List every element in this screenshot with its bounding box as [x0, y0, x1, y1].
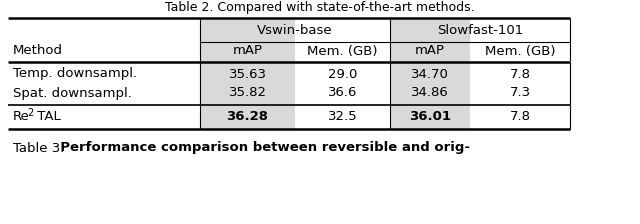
Text: 7.8: 7.8 — [509, 67, 531, 80]
Text: Re: Re — [13, 110, 29, 123]
Text: 36.6: 36.6 — [328, 86, 357, 99]
Text: Method: Method — [13, 45, 63, 58]
Text: 7.8: 7.8 — [509, 110, 531, 123]
Text: 35.82: 35.82 — [228, 86, 266, 99]
Text: Performance comparison between reversible and orig-: Performance comparison between reversibl… — [51, 142, 470, 155]
Text: Mem. (GB): Mem. (GB) — [307, 45, 378, 58]
Text: 29.0: 29.0 — [328, 67, 357, 80]
Text: Table 2. Compared with state-of-the-art methods.: Table 2. Compared with state-of-the-art … — [165, 0, 475, 13]
Bar — [390, 18, 470, 129]
Text: 34.70: 34.70 — [411, 67, 449, 80]
Bar — [200, 18, 295, 129]
Text: Temp. downsampl.: Temp. downsampl. — [13, 67, 137, 80]
Text: Table 3.: Table 3. — [13, 142, 65, 155]
Text: TAL: TAL — [33, 110, 61, 123]
Text: 36.01: 36.01 — [409, 110, 451, 123]
Text: mAP: mAP — [232, 45, 262, 58]
Text: Mem. (GB): Mem. (GB) — [484, 45, 556, 58]
Text: 7.3: 7.3 — [509, 86, 531, 99]
Text: Spat. downsampl.: Spat. downsampl. — [13, 86, 132, 99]
Text: 36.28: 36.28 — [227, 110, 269, 123]
Text: 2: 2 — [27, 108, 33, 118]
Text: 35.63: 35.63 — [228, 67, 266, 80]
Text: Vswin-base: Vswin-base — [257, 24, 333, 37]
Text: 34.86: 34.86 — [411, 86, 449, 99]
Text: Slowfast-101: Slowfast-101 — [437, 24, 523, 37]
Text: mAP: mAP — [415, 45, 445, 58]
Text: 32.5: 32.5 — [328, 110, 357, 123]
